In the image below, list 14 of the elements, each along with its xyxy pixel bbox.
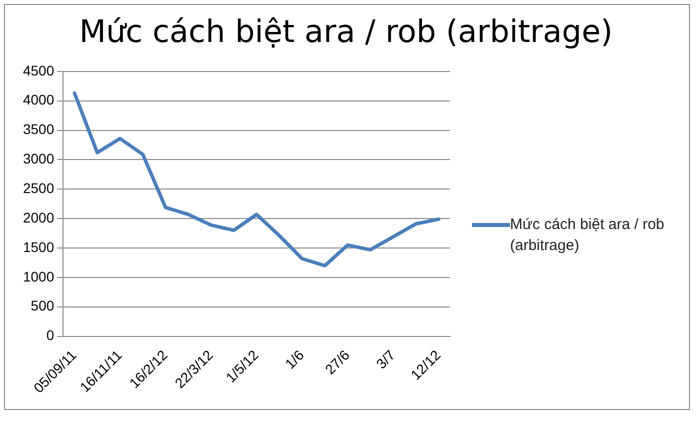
y-tick-label: 1500 [22,238,54,255]
y-tick-label: 4000 [22,92,54,108]
y-tick-label: 4500 [22,62,54,78]
y-tick-label: 3500 [22,121,54,138]
y-tick-label: 1000 [22,268,54,284]
chart-title: Mức cách biệt ara / rob (arbitrage) [78,14,614,50]
y-tick-label: 3000 [22,150,54,167]
y-tick-label: 2000 [22,209,54,226]
y-tick-label: 0 [46,327,54,344]
x-tick-label: 1/6 [282,346,308,372]
y-tick-label: 500 [30,298,54,314]
legend-label: Mức cách biệt ara / rob (arbitrage) [510,215,666,256]
y-tick-label: 2500 [22,180,54,196]
x-tick-label: 3/7 [372,346,398,372]
